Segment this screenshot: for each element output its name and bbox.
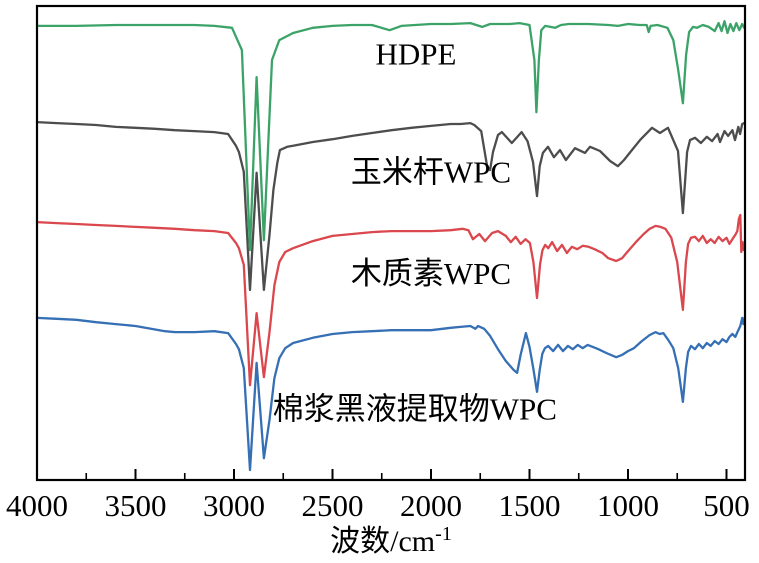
x-axis-title: 波数/cm-1	[330, 523, 452, 558]
x-tick-label-3000: 3000	[203, 488, 265, 523]
series-labels: 玉米杆WPC 木质素WPC HDPE 棉浆黑液提取物WPC	[273, 36, 557, 426]
series-label-hdpe: HDPE	[376, 36, 457, 71]
x-axis-ticks	[36, 469, 728, 479]
x-tick-label-2000: 2000	[400, 488, 462, 523]
spectrum-line-cotton-pulp-black-liquor-wpc	[35, 315, 747, 472]
series-label-lignin-wpc: 木质素WPC	[351, 256, 511, 291]
x-tick-label-4000: 4000	[6, 488, 68, 523]
spectrum-line-hdpe	[35, 20, 746, 252]
series-label-cotton-pulp-black-liquor-wpc: 棉浆黑液提取物WPC	[273, 391, 557, 426]
x-tick-label-1500: 1500	[498, 488, 560, 523]
plot-border	[35, 4, 747, 482]
x-tick-label-1000: 1000	[597, 488, 659, 523]
x-tick-label-500: 500	[703, 488, 750, 523]
x-tick-label-3500: 3500	[104, 488, 166, 523]
series-label-corn-stalk-wpc: 玉米杆WPC	[351, 154, 511, 189]
spectra-lines	[35, 20, 747, 472]
spectrum-line-corn-stalk-wpc	[35, 120, 746, 292]
x-tick-label-2500: 2500	[301, 488, 363, 523]
x-axis-tick-labels: 4000 3500 3000 2500 2000 1500 1000 500	[6, 488, 750, 523]
spectrum-line-lignin-wpc	[35, 213, 747, 387]
